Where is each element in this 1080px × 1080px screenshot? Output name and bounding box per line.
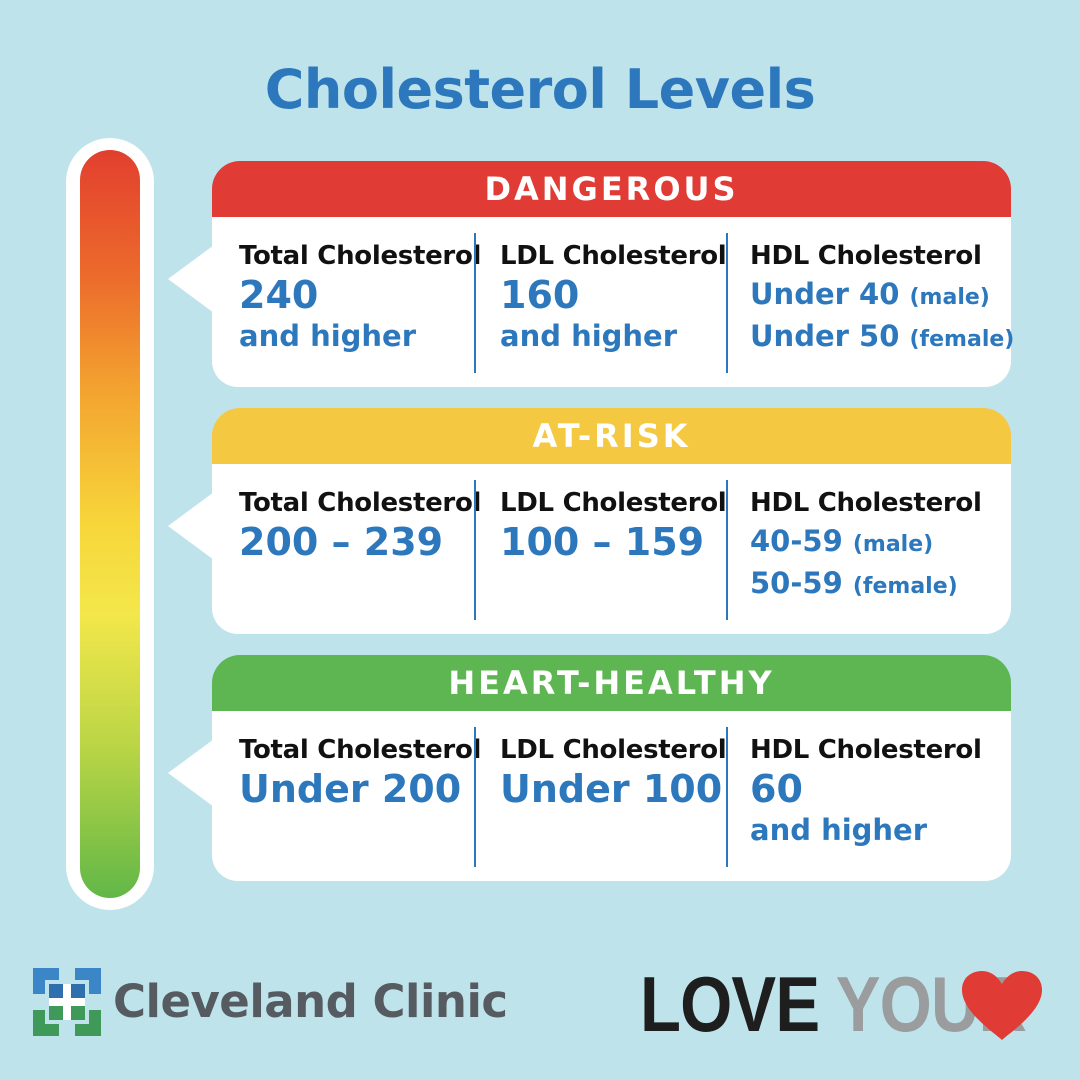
column-divider <box>474 480 476 620</box>
hdl-value: 60 <box>750 767 803 811</box>
hdl-male-line: Under 40 (male) <box>750 275 1014 317</box>
ldl-cholesterol-column: LDL Cholesterol Under 100 <box>500 735 727 811</box>
panel-pointer <box>168 245 214 313</box>
hdl-female-value: 50-59 <box>750 566 843 600</box>
column-heading: HDL Cholesterol <box>750 735 982 765</box>
column-heading: LDL Cholesterol <box>500 488 727 518</box>
gradient-bar <box>80 150 140 898</box>
panel-at-risk-header: AT-RISK <box>212 408 1011 464</box>
column-heading: Total Cholesterol <box>239 735 482 765</box>
column-heading: HDL Cholesterol <box>750 488 982 518</box>
cleveland-clinic-logo-icon <box>33 968 101 1036</box>
column-divider <box>726 727 728 867</box>
column-heading: LDL Cholesterol <box>500 241 727 271</box>
hdl-female-value: Under 50 <box>750 319 900 353</box>
panel-pointer <box>168 492 214 560</box>
ldl-value: 100 – 159 <box>500 520 705 564</box>
total-cholesterol-column: Total Cholesterol 240 and higher <box>239 241 481 355</box>
column-heading: HDL Cholesterol <box>750 241 982 271</box>
panel-heart-healthy-body: Total Cholesterol Under 200 LDL Choleste… <box>168 711 1011 881</box>
hdl-cholesterol-column: HDL Cholesterol 60 and higher <box>750 735 982 849</box>
column-heading: Total Cholesterol <box>239 241 482 271</box>
hdl-cholesterol-column: HDL Cholesterol 40-59 (male) 50-59 (fema… <box>750 488 982 606</box>
column-heading: LDL Cholesterol <box>500 735 727 765</box>
hdl-note: and higher <box>750 813 928 847</box>
total-value: 200 – 239 <box>239 520 444 564</box>
total-note: and higher <box>239 319 417 353</box>
hdl-male-tag: (male) <box>852 532 934 557</box>
thermometer-gauge <box>66 138 154 910</box>
panel-at-risk-body: Total Cholesterol 200 – 239 LDL Choleste… <box>168 464 1011 634</box>
ldl-cholesterol-column: LDL Cholesterol 160 and higher <box>500 241 727 355</box>
ldl-note: and higher <box>500 319 678 353</box>
column-divider <box>726 480 728 620</box>
column-divider <box>474 233 476 373</box>
hdl-female-tag: (female) <box>909 327 1015 352</box>
column-heading: Total Cholesterol <box>239 488 482 518</box>
column-divider <box>474 727 476 867</box>
hdl-male-line: 40-59 (male) <box>750 522 982 564</box>
total-value: 240 <box>239 273 319 317</box>
column-divider <box>726 233 728 373</box>
ldl-value: Under 100 <box>500 767 723 811</box>
page-title: Cholesterol Levels <box>264 58 816 121</box>
panel-dangerous: DANGEROUS Total Cholesterol 240 and high… <box>168 161 1014 387</box>
total-value: Under 200 <box>239 767 462 811</box>
hdl-female-tag: (female) <box>852 574 958 599</box>
clinic-name: Cleveland Clinic <box>113 975 508 1028</box>
panel-dangerous-body: Total Cholesterol 240 and higher LDL Cho… <box>168 217 1014 387</box>
panel-pointer <box>168 739 214 807</box>
hdl-male-value: Under 40 <box>750 277 900 311</box>
hdl-female-line: 50-59 (female) <box>750 564 982 606</box>
ldl-cholesterol-column: LDL Cholesterol 100 – 159 <box>500 488 727 564</box>
hdl-cholesterol-column: HDL Cholesterol Under 40 (male) Under 50… <box>750 241 1014 359</box>
panel-at-risk: AT-RISK Total Cholesterol 200 – 239 LDL … <box>168 408 1011 634</box>
total-cholesterol-column: Total Cholesterol Under 200 <box>239 735 481 811</box>
hdl-male-tag: (male) <box>909 285 990 310</box>
panel-heart-healthy: HEART-HEALTHY Total Cholesterol Under 20… <box>168 655 1011 881</box>
panel-dangerous-header: DANGEROUS <box>212 161 1011 217</box>
panel-heart-healthy-header: HEART-HEALTHY <box>212 655 1011 711</box>
hdl-male-value: 40-59 <box>750 524 843 558</box>
total-cholesterol-column: Total Cholesterol 200 – 239 <box>239 488 481 564</box>
ldl-value: 160 <box>500 273 580 317</box>
hdl-female-line: Under 50 (female) <box>750 317 1014 359</box>
slogan-love: LOVE <box>640 960 820 1048</box>
heart-icon <box>962 971 1042 1040</box>
